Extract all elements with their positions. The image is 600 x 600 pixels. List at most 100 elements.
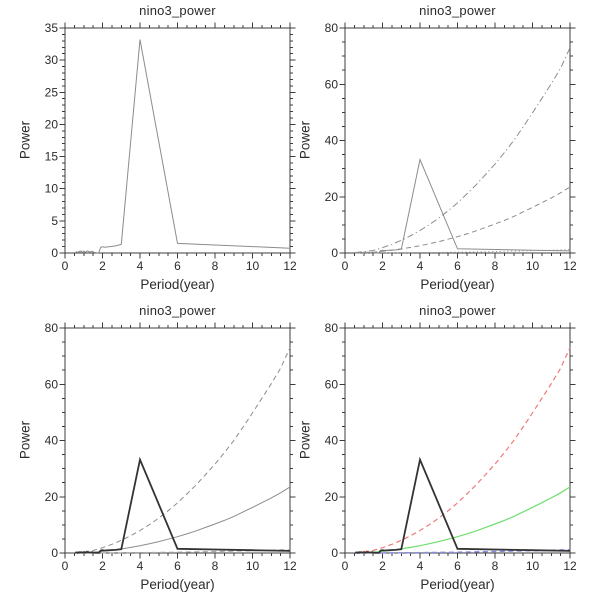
plot-frame bbox=[64, 327, 291, 554]
major-ticks bbox=[339, 322, 576, 559]
major-ticks bbox=[59, 322, 296, 559]
x-tick-label: 4 bbox=[137, 559, 144, 573]
y-tick-label: 40 bbox=[325, 434, 339, 448]
x-tick-label: 8 bbox=[492, 559, 499, 573]
y-tick-label: 0 bbox=[51, 246, 58, 260]
x-tick-label: 2 bbox=[379, 559, 386, 573]
y-axis-label: Power bbox=[297, 420, 312, 460]
tick-labels: 0 2 4 6 8 10 12 0 5 10 15 20 25 30 35 bbox=[45, 21, 297, 273]
major-ticks bbox=[59, 22, 296, 259]
y-axis-label: Power bbox=[17, 420, 32, 460]
x-tick-label: 4 bbox=[417, 259, 424, 273]
series-markov bbox=[355, 486, 571, 554]
panel-top-left: 0 2 4 6 8 10 12 0 5 10 15 20 25 30 35 nino3_power Powe… bbox=[0, 0, 300, 300]
series-lower5 bbox=[355, 548, 571, 554]
plot-frame bbox=[344, 327, 571, 554]
minor-ticks bbox=[342, 325, 573, 556]
y-tick-label: 40 bbox=[45, 434, 59, 448]
series-spectrum bbox=[355, 456, 571, 554]
y-tick-label: 20 bbox=[45, 117, 59, 131]
chart-title: nino3_power bbox=[419, 303, 496, 318]
series-spectrum bbox=[355, 157, 571, 254]
major-ticks bbox=[339, 22, 576, 259]
plot-area-bottom-left: 0 2 4 6 8 10 12 0 20 40 60 80 bbox=[45, 321, 297, 573]
chart-title: nino3_power bbox=[139, 303, 216, 318]
x-tick-label: 12 bbox=[563, 559, 577, 573]
plot-area-bottom-right: 0 2 4 6 8 10 12 0 20 40 60 80 bbox=[325, 321, 577, 573]
y-tick-label: 30 bbox=[45, 53, 59, 67]
panel-bottom-left: 0 2 4 6 8 10 12 0 20 40 60 80 nino3_power Power Per… bbox=[0, 300, 300, 600]
x-tick-label: 2 bbox=[99, 559, 106, 573]
minor-ticks bbox=[62, 25, 293, 256]
plot-frame bbox=[344, 27, 571, 254]
y-tick-label: 60 bbox=[45, 377, 59, 391]
y-tick-label: 35 bbox=[45, 21, 59, 35]
x-tick-label: 4 bbox=[417, 559, 424, 573]
x-tick-label: 8 bbox=[212, 559, 219, 573]
x-tick-label: 12 bbox=[283, 559, 297, 573]
x-tick-label: 10 bbox=[526, 259, 540, 273]
plot-frame bbox=[64, 27, 291, 254]
x-axis-label: Period(year) bbox=[140, 577, 215, 592]
x-tick-label: 10 bbox=[246, 559, 260, 573]
y-tick-label: 0 bbox=[331, 246, 338, 260]
series-upper95 bbox=[355, 347, 571, 554]
minor-ticks bbox=[342, 25, 573, 256]
panel-bottom-right: 0 2 4 6 8 10 12 0 20 40 60 80 nino3_power Power Per… bbox=[297, 300, 600, 600]
x-tick-label: 8 bbox=[492, 259, 499, 273]
plot-area-top-left: 0 2 4 6 8 10 12 0 5 10 15 20 25 30 35 bbox=[45, 21, 297, 273]
x-tick-label: 6 bbox=[174, 259, 181, 273]
x-tick-label: 0 bbox=[342, 559, 349, 573]
y-tick-label: 25 bbox=[45, 85, 59, 99]
tick-labels: 0 2 4 6 8 10 12 0 20 40 60 80 bbox=[325, 321, 577, 573]
x-axis-label: Period(year) bbox=[140, 277, 215, 292]
x-tick-label: 0 bbox=[342, 259, 349, 273]
x-tick-label: 0 bbox=[62, 259, 69, 273]
y-tick-label: 15 bbox=[45, 150, 59, 164]
x-tick-label: 10 bbox=[526, 559, 540, 573]
x-axis-label: Period(year) bbox=[420, 577, 495, 592]
panel-top-right: 0 2 4 6 8 10 12 0 20 40 60 80 nino3_power Power Per… bbox=[297, 0, 600, 300]
x-tick-label: 4 bbox=[137, 259, 144, 273]
y-tick-label: 60 bbox=[325, 77, 339, 91]
chart-title: nino3_power bbox=[139, 3, 216, 18]
series-upper95 bbox=[355, 47, 571, 254]
x-tick-label: 12 bbox=[283, 259, 297, 273]
y-tick-label: 80 bbox=[325, 321, 339, 335]
series-markov bbox=[355, 186, 571, 254]
y-tick-label: 10 bbox=[45, 182, 59, 196]
y-axis-label: Power bbox=[297, 120, 312, 160]
series-upper95 bbox=[75, 347, 291, 554]
x-tick-label: 6 bbox=[174, 559, 181, 573]
series-markov bbox=[75, 486, 291, 554]
y-axis-label: Power bbox=[17, 120, 32, 160]
series-spectrum bbox=[74, 39, 291, 254]
x-tick-label: 2 bbox=[379, 259, 386, 273]
y-tick-label: 0 bbox=[51, 546, 58, 560]
y-tick-label: 5 bbox=[51, 214, 58, 228]
y-tick-label: 60 bbox=[325, 377, 339, 391]
x-tick-label: 12 bbox=[563, 259, 577, 273]
y-tick-label: 80 bbox=[325, 21, 339, 35]
plot-area-top-right: 0 2 4 6 8 10 12 0 20 40 60 80 bbox=[325, 21, 577, 273]
x-tick-label: 0 bbox=[62, 559, 69, 573]
series-spectrum bbox=[75, 456, 291, 554]
y-tick-label: 20 bbox=[45, 490, 59, 504]
y-tick-label: 20 bbox=[325, 190, 339, 204]
y-tick-label: 40 bbox=[325, 134, 339, 148]
x-axis-label: Period(year) bbox=[420, 277, 495, 292]
x-tick-label: 8 bbox=[212, 259, 219, 273]
minor-ticks bbox=[62, 325, 293, 556]
series-lower5 bbox=[355, 249, 571, 254]
tick-labels: 0 2 4 6 8 10 12 0 20 40 60 80 bbox=[325, 21, 577, 273]
y-tick-label: 0 bbox=[331, 546, 338, 560]
tick-labels: 0 2 4 6 8 10 12 0 20 40 60 80 bbox=[45, 321, 297, 573]
chart-title: nino3_power bbox=[419, 3, 496, 18]
y-tick-label: 80 bbox=[45, 321, 59, 335]
x-tick-label: 2 bbox=[99, 259, 106, 273]
series-lower5 bbox=[75, 549, 291, 554]
x-tick-label: 6 bbox=[454, 259, 461, 273]
x-tick-label: 6 bbox=[454, 559, 461, 573]
y-tick-label: 20 bbox=[325, 490, 339, 504]
